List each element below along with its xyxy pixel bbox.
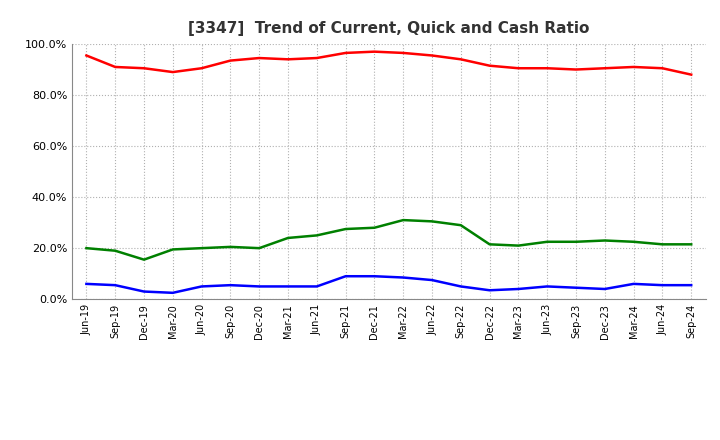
Line: Quick Ratio: Quick Ratio <box>86 220 691 260</box>
Current Ratio <box>341 50 350 55</box>
Cash Ratio <box>255 284 264 289</box>
Quick Ratio <box>197 246 206 251</box>
Quick Ratio <box>399 217 408 223</box>
Current Ratio <box>82 53 91 58</box>
Current Ratio <box>111 64 120 70</box>
Quick Ratio <box>168 247 177 252</box>
Quick Ratio <box>543 239 552 245</box>
Quick Ratio <box>341 226 350 231</box>
Cash Ratio <box>82 281 91 286</box>
Quick Ratio <box>312 233 321 238</box>
Quick Ratio <box>226 244 235 249</box>
Cash Ratio <box>428 278 436 283</box>
Quick Ratio <box>600 238 609 243</box>
Cash Ratio <box>485 288 494 293</box>
Current Ratio <box>140 66 148 71</box>
Cash Ratio <box>572 285 580 290</box>
Current Ratio <box>399 50 408 55</box>
Current Ratio <box>543 66 552 71</box>
Quick Ratio <box>658 242 667 247</box>
Current Ratio <box>226 58 235 63</box>
Current Ratio <box>255 55 264 61</box>
Cash Ratio <box>629 281 638 286</box>
Cash Ratio <box>197 284 206 289</box>
Current Ratio <box>687 72 696 77</box>
Quick Ratio <box>514 243 523 248</box>
Line: Current Ratio: Current Ratio <box>86 51 691 75</box>
Current Ratio <box>514 66 523 71</box>
Title: [3347]  Trend of Current, Quick and Cash Ratio: [3347] Trend of Current, Quick and Cash … <box>188 21 590 36</box>
Current Ratio <box>197 66 206 71</box>
Cash Ratio <box>514 286 523 292</box>
Cash Ratio <box>399 275 408 280</box>
Cash Ratio <box>658 282 667 288</box>
Cash Ratio <box>543 284 552 289</box>
Cash Ratio <box>341 274 350 279</box>
Current Ratio <box>428 53 436 58</box>
Quick Ratio <box>572 239 580 245</box>
Cash Ratio <box>140 289 148 294</box>
Quick Ratio <box>428 219 436 224</box>
Quick Ratio <box>629 239 638 245</box>
Cash Ratio <box>168 290 177 296</box>
Current Ratio <box>658 66 667 71</box>
Quick Ratio <box>370 225 379 231</box>
Current Ratio <box>456 57 465 62</box>
Cash Ratio <box>111 282 120 288</box>
Quick Ratio <box>82 246 91 251</box>
Quick Ratio <box>284 235 292 241</box>
Cash Ratio <box>687 282 696 288</box>
Line: Cash Ratio: Cash Ratio <box>86 276 691 293</box>
Current Ratio <box>629 64 638 70</box>
Quick Ratio <box>111 248 120 253</box>
Cash Ratio <box>600 286 609 292</box>
Quick Ratio <box>140 257 148 262</box>
Current Ratio <box>370 49 379 54</box>
Cash Ratio <box>456 284 465 289</box>
Quick Ratio <box>687 242 696 247</box>
Legend: Current Ratio, Quick Ratio, Cash Ratio: Current Ratio, Quick Ratio, Cash Ratio <box>192 438 585 440</box>
Current Ratio <box>168 70 177 75</box>
Quick Ratio <box>485 242 494 247</box>
Current Ratio <box>600 66 609 71</box>
Current Ratio <box>312 55 321 61</box>
Cash Ratio <box>284 284 292 289</box>
Cash Ratio <box>312 284 321 289</box>
Cash Ratio <box>226 282 235 288</box>
Current Ratio <box>284 57 292 62</box>
Cash Ratio <box>370 274 379 279</box>
Current Ratio <box>572 67 580 72</box>
Quick Ratio <box>456 223 465 228</box>
Quick Ratio <box>255 246 264 251</box>
Current Ratio <box>485 63 494 68</box>
